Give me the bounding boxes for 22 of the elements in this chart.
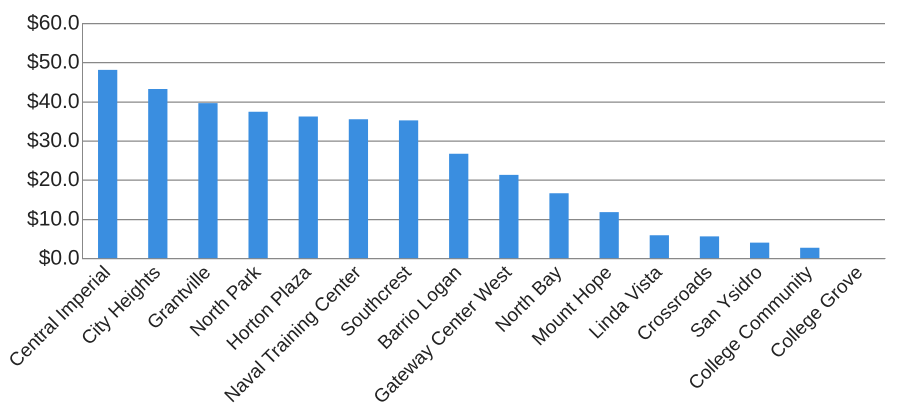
y-tick-label: $60.0 — [27, 11, 80, 34]
bar — [499, 174, 518, 258]
bar — [549, 193, 569, 258]
y-tick-label: $30.0 — [27, 128, 80, 152]
bar — [298, 116, 318, 258]
bar — [700, 236, 720, 258]
y-tick-label: $20.0 — [27, 168, 80, 192]
bar — [650, 235, 669, 258]
y-tick-label: $50.0 — [27, 50, 80, 74]
bar — [198, 103, 218, 258]
bar — [800, 248, 820, 258]
y-tick-label: $10.0 — [27, 207, 80, 230]
y-tick-label: $40.0 — [27, 90, 80, 113]
bar — [398, 120, 418, 258]
bar — [348, 119, 368, 258]
y-tick-label: $0.0 — [38, 246, 80, 270]
bar — [148, 89, 168, 258]
bar — [449, 154, 468, 258]
bar — [600, 212, 619, 258]
bar — [248, 112, 268, 258]
bar — [750, 242, 770, 258]
bar — [98, 70, 118, 258]
